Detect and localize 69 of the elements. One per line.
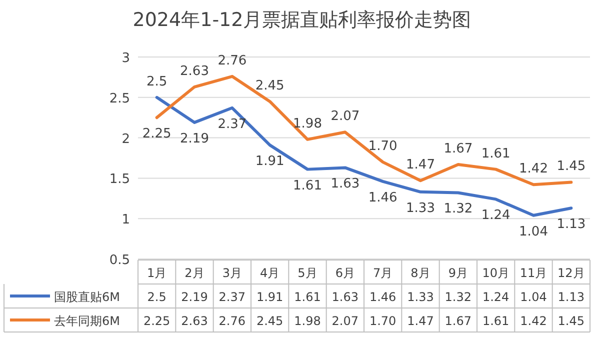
data-label: 1.91	[256, 290, 284, 304]
y-tick-label: 3	[122, 51, 130, 66]
data-label: 2.5	[147, 290, 166, 304]
y-tick-label: 1.5	[109, 172, 130, 188]
data-label: 1.67	[444, 314, 472, 328]
text: 2.19	[180, 131, 209, 146]
data-label: 2.76	[218, 314, 246, 328]
y-tick-label: 1	[122, 212, 130, 228]
x-tick-label: 1月	[147, 266, 167, 280]
data-label: 2.37	[218, 290, 246, 304]
text: 1.13	[556, 217, 586, 232]
x-tick-label: 2月	[184, 266, 204, 280]
y-tick-label: 2	[122, 132, 130, 147]
text: 1.98	[293, 116, 322, 132]
data-label: 2.63	[181, 314, 208, 328]
text: 1.91	[255, 154, 284, 170]
y-tick-label: 2.5	[109, 91, 130, 106]
text: 1.42	[519, 162, 548, 177]
x-tick-label: 7月	[373, 266, 393, 280]
text: 2.63	[180, 64, 209, 79]
text: 2.25	[142, 126, 172, 142]
legend-label: 国股直贴6M	[54, 290, 120, 304]
text: 1.47	[406, 158, 435, 173]
text: 2.07	[330, 109, 360, 124]
text: 1.61	[293, 178, 322, 194]
text: 1.63	[330, 176, 360, 192]
data-label: 1.04	[520, 290, 547, 304]
x-tick-label: 12月	[558, 266, 585, 280]
x-tick-label: 9月	[448, 266, 468, 280]
text: 2.76	[218, 53, 247, 68]
data-label: 1.32	[444, 290, 472, 304]
data-label: 1.13	[558, 290, 585, 304]
y-tick-label: 0.5	[109, 253, 130, 268]
text: 1.67	[444, 141, 473, 156]
x-tick-label: 4月	[260, 266, 280, 280]
data-label: 1.98	[294, 314, 321, 328]
x-tick-label: 8月	[410, 266, 430, 280]
data-label: 1.47	[407, 314, 434, 328]
data-label: 2.25	[143, 314, 170, 328]
data-label: 1.61	[294, 290, 321, 304]
data-label: 1.45	[558, 314, 585, 328]
data-label: 2.19	[181, 290, 208, 304]
x-tick-label: 5月	[298, 266, 318, 280]
text: 1.33	[406, 200, 435, 216]
text: 2.5	[146, 74, 168, 90]
chart-title: 2024年1-12月票据直贴利率报价走势图	[132, 9, 472, 31]
legend-label: 去年同期6M	[54, 314, 120, 328]
text: 1.45	[556, 159, 586, 174]
data-label: 1.70	[369, 314, 396, 328]
text: 1.04	[519, 224, 548, 240]
data-label: 1.46	[369, 290, 396, 304]
text: 1.61	[481, 146, 510, 162]
x-tick-label: 3月	[222, 266, 242, 280]
data-label: 2.45	[256, 314, 284, 328]
data-label: 1.42	[520, 314, 547, 328]
data-label: 2.07	[332, 314, 359, 328]
text: 2.45	[255, 78, 284, 94]
text: 1.46	[368, 190, 398, 206]
data-label: 1.24	[482, 290, 510, 304]
text: 1.32	[444, 202, 473, 217]
data-label: 1.33	[407, 290, 434, 304]
x-tick-label: 10月	[482, 266, 510, 280]
x-tick-label: 6月	[335, 266, 355, 280]
text: 1.70	[368, 139, 398, 154]
data-label: 1.61	[482, 314, 510, 328]
data-label: 1.63	[332, 290, 359, 304]
text: 1.24	[481, 208, 510, 224]
x-tick-label: 11月	[520, 266, 548, 280]
text: 2.37	[218, 116, 247, 132]
